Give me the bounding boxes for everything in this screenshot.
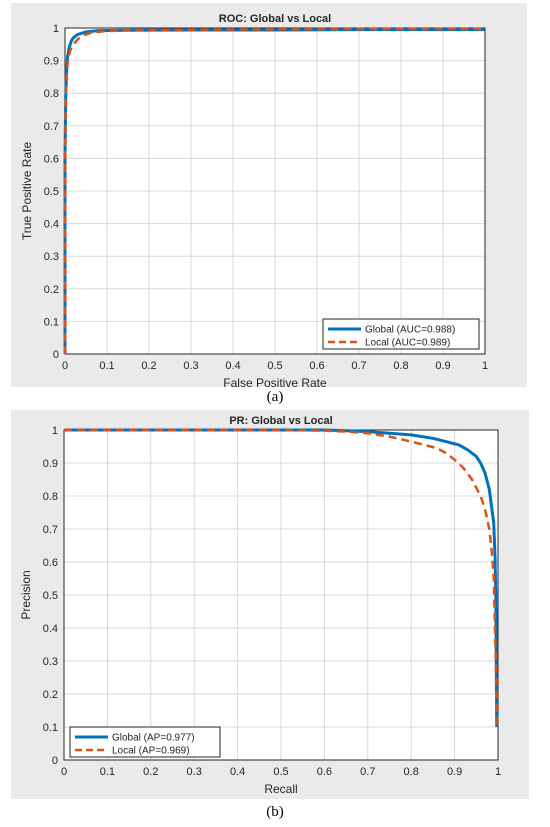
- pr-legend-box: [69, 726, 221, 758]
- roc-legend: Global (AUC=0.988) Local (AUC=0.989): [322, 318, 480, 350]
- pr-series-line-global: [64, 428, 499, 728]
- roc-chart-title: ROC: Global vs Local: [219, 13, 331, 25]
- roc-y-tick-label: 0.2: [44, 284, 59, 296]
- roc-y-tick-label: 0.3: [44, 251, 59, 263]
- pr-y-tick-label: 0.4: [43, 623, 58, 635]
- pr-series-line-local: [64, 428, 498, 728]
- roc-y-tick-label: 1: [53, 23, 59, 35]
- pr-legend-label-local: Local (AP=0.969): [112, 746, 190, 757]
- roc-y-tick-label: 0.8: [44, 88, 59, 100]
- pr-chart-title: PR: Global vs Local: [229, 415, 332, 427]
- pr-y-tick-label: 0.3: [43, 656, 58, 668]
- pr-x-tick-label: 0.2: [143, 766, 158, 778]
- caption-b: (b): [266, 804, 284, 820]
- pr-legend-label-global: Global (AP=0.977): [112, 733, 195, 744]
- pr-x-tick-label: 0.7: [360, 766, 375, 778]
- roc-x-tick-label: 1: [482, 360, 488, 372]
- roc-legend-box: [322, 318, 480, 350]
- pr-y-tick-label: 0.1: [43, 722, 58, 734]
- pr-y-tick-label: 1: [52, 425, 58, 437]
- roc-x-tick-label: 0.6: [309, 360, 324, 372]
- pr-x-tick-label: 0.1: [100, 766, 115, 778]
- pr-x-tick-label: 0.8: [404, 766, 419, 778]
- pr-y-tick-label: 0.7: [43, 524, 58, 536]
- roc-x-tick-label: 0.8: [393, 360, 408, 372]
- pr-y-tick-label: 0.5: [43, 590, 58, 602]
- roc-y-tick-label: 0.6: [44, 153, 59, 165]
- pr-chart-panel: 0 0.1 0.2 0.3 0.4 0.5 0.6 0.7 0.8 0.9 1 0 0.1 0.2 0.3 0…: [11, 410, 529, 799]
- pr-chart: 0 0.1 0.2 0.3 0.4 0.5 0.6 0.7 0.8 0.9 1 0 0.1 0.2 0.3 0…: [19, 415, 501, 796]
- roc-y-tick-label: 0.7: [44, 121, 59, 133]
- roc-x-tick-label: 0: [62, 360, 68, 372]
- pr-y-axis-label: Precision: [19, 570, 33, 619]
- pr-y-tick-label: 0.9: [43, 458, 58, 470]
- caption-a: (a): [266, 389, 284, 405]
- pr-x-tick-label: 0: [61, 766, 67, 778]
- pr-x-tick-label: 0.6: [317, 766, 332, 778]
- pr-y-tick-label: 0.6: [43, 557, 58, 569]
- roc-x-tick-label: 0.4: [225, 360, 240, 372]
- pr-x-tick-label: 0.3: [187, 766, 202, 778]
- pr-x-tick-label: 1: [495, 766, 501, 778]
- roc-x-axis-label: False Positive Rate: [223, 376, 327, 390]
- roc-legend-label-local: Local (AUC=0.989): [365, 338, 450, 349]
- roc-series-line-local: [63, 27, 485, 354]
- roc-y-tick-label: 0.4: [44, 219, 59, 231]
- roc-x-tick-label: 0.5: [267, 360, 282, 372]
- roc-x-tick-label: 0.1: [99, 360, 114, 372]
- roc-y-tick-label: 0.9: [44, 56, 59, 68]
- roc-y-tick-label: 0: [53, 349, 59, 361]
- pr-y-tick-label: 0: [52, 755, 58, 767]
- roc-chart-panel: 0 0.1 0.2 0.3 0.4 0.5 0.6 0.7 0.8 0.9 1 0 0.1 0.2 0.3 0…: [11, 3, 527, 390]
- roc-legend-label-global: Global (AUC=0.988): [365, 325, 455, 336]
- pr-x-axis-label: Recall: [264, 782, 297, 796]
- pr-x-tick-label: 0.4: [230, 766, 245, 778]
- roc-x-tick-label: 0.9: [435, 360, 450, 372]
- pr-x-tick-label: 0.9: [447, 766, 462, 778]
- roc-chart: 0 0.1 0.2 0.3 0.4 0.5 0.6 0.7 0.8 0.9 1 0 0.1 0.2 0.3 0…: [20, 13, 488, 390]
- pr-x-tick-label: 0.5: [273, 766, 288, 778]
- roc-y-tick-label: 0.1: [44, 316, 59, 328]
- roc-x-tick-label: 0.2: [141, 360, 156, 372]
- roc-y-tick-label: 0.5: [44, 186, 59, 198]
- roc-y-axis-label: True Positive Rate: [20, 142, 34, 241]
- pr-legend: Global (AP=0.977) Local (AP=0.969): [69, 726, 221, 758]
- pr-y-tick-label: 0.8: [43, 491, 58, 503]
- roc-x-tick-label: 0.7: [351, 360, 366, 372]
- roc-x-tick-label: 0.3: [183, 360, 198, 372]
- pr-y-tick-label: 0.2: [43, 689, 58, 701]
